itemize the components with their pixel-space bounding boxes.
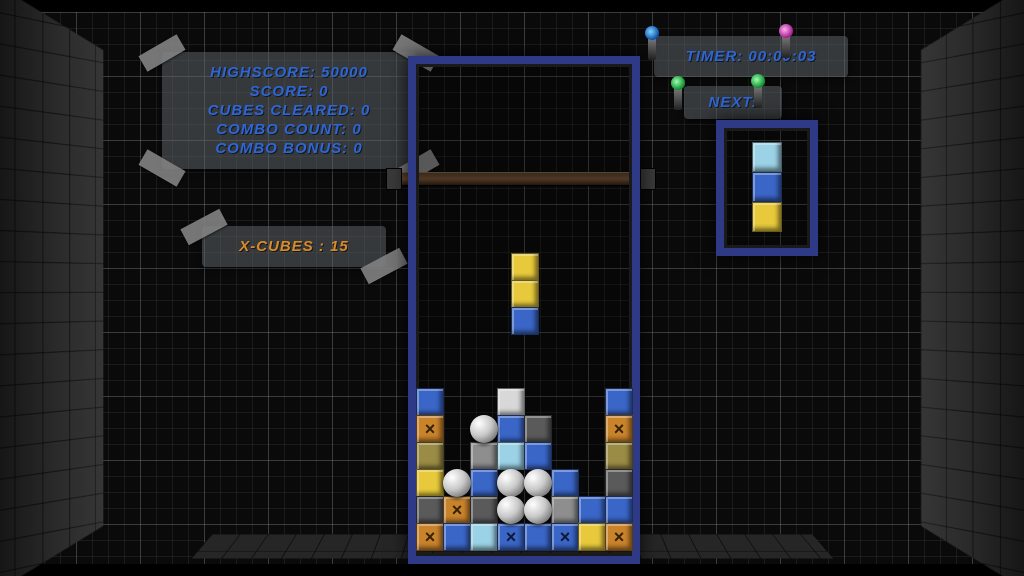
cube bbox=[416, 388, 444, 416]
cube: × bbox=[497, 523, 525, 551]
cube: × bbox=[416, 415, 444, 443]
cube bbox=[605, 469, 633, 497]
lamp-icon bbox=[648, 34, 656, 60]
cube bbox=[605, 388, 633, 416]
cube bbox=[578, 496, 606, 524]
cube: × bbox=[443, 496, 471, 524]
game-stage: HIGHSCORE: 50000 SCORE: 0 CUBES CLEARED:… bbox=[0, 0, 1024, 576]
score-panel: HIGHSCORE: 50000 SCORE: 0 CUBES CLEARED:… bbox=[162, 52, 416, 169]
falling-cube bbox=[511, 280, 539, 308]
play-well[interactable]: ××××××× bbox=[408, 56, 640, 564]
next-cube bbox=[752, 172, 782, 202]
next-panel: NEXT: bbox=[684, 86, 782, 119]
timer-text: TIMER: 00:00:03 bbox=[676, 48, 826, 65]
cube bbox=[497, 442, 525, 470]
next-well bbox=[716, 120, 818, 256]
falling-cube bbox=[511, 307, 539, 335]
wall-right bbox=[921, 0, 1024, 576]
next-cube bbox=[752, 202, 782, 232]
lamp-icon bbox=[754, 82, 762, 108]
sphere bbox=[497, 469, 525, 497]
cube bbox=[416, 469, 444, 497]
cube: × bbox=[605, 523, 633, 551]
cube bbox=[605, 496, 633, 524]
cube bbox=[497, 388, 525, 416]
sphere bbox=[497, 496, 525, 524]
falling-cube bbox=[511, 253, 539, 281]
cube bbox=[416, 496, 444, 524]
cube: × bbox=[551, 523, 579, 551]
cube bbox=[470, 442, 498, 470]
cube bbox=[416, 442, 444, 470]
xcubes-text: X-CUBES : 15 bbox=[224, 238, 364, 255]
sphere bbox=[470, 415, 498, 443]
combo-bonus-text: COMBO BONUS: 0 bbox=[184, 140, 394, 157]
cube bbox=[524, 523, 552, 551]
cube bbox=[551, 496, 579, 524]
cube bbox=[443, 523, 471, 551]
cube bbox=[470, 496, 498, 524]
cube: × bbox=[605, 415, 633, 443]
cleared-text: CUBES CLEARED: 0 bbox=[184, 102, 394, 119]
sphere bbox=[443, 469, 471, 497]
cube bbox=[524, 442, 552, 470]
cube bbox=[578, 523, 606, 551]
sphere bbox=[524, 469, 552, 497]
next-cube bbox=[752, 142, 782, 172]
highscore-text: HIGHSCORE: 50000 bbox=[184, 64, 394, 81]
lamp-icon bbox=[674, 84, 682, 110]
cube bbox=[551, 469, 579, 497]
cube bbox=[497, 415, 525, 443]
score-text: SCORE: 0 bbox=[184, 83, 394, 100]
combo-count-text: COMBO COUNT: 0 bbox=[184, 121, 394, 138]
timer-panel: TIMER: 00:00:03 bbox=[654, 36, 848, 77]
sphere bbox=[524, 496, 552, 524]
cube bbox=[470, 523, 498, 551]
cube bbox=[605, 442, 633, 470]
cube bbox=[470, 469, 498, 497]
wall-left bbox=[0, 0, 103, 576]
cube bbox=[524, 415, 552, 443]
lamp-icon bbox=[782, 32, 790, 58]
xcubes-panel: X-CUBES : 15 bbox=[202, 226, 386, 267]
cube: × bbox=[416, 523, 444, 551]
